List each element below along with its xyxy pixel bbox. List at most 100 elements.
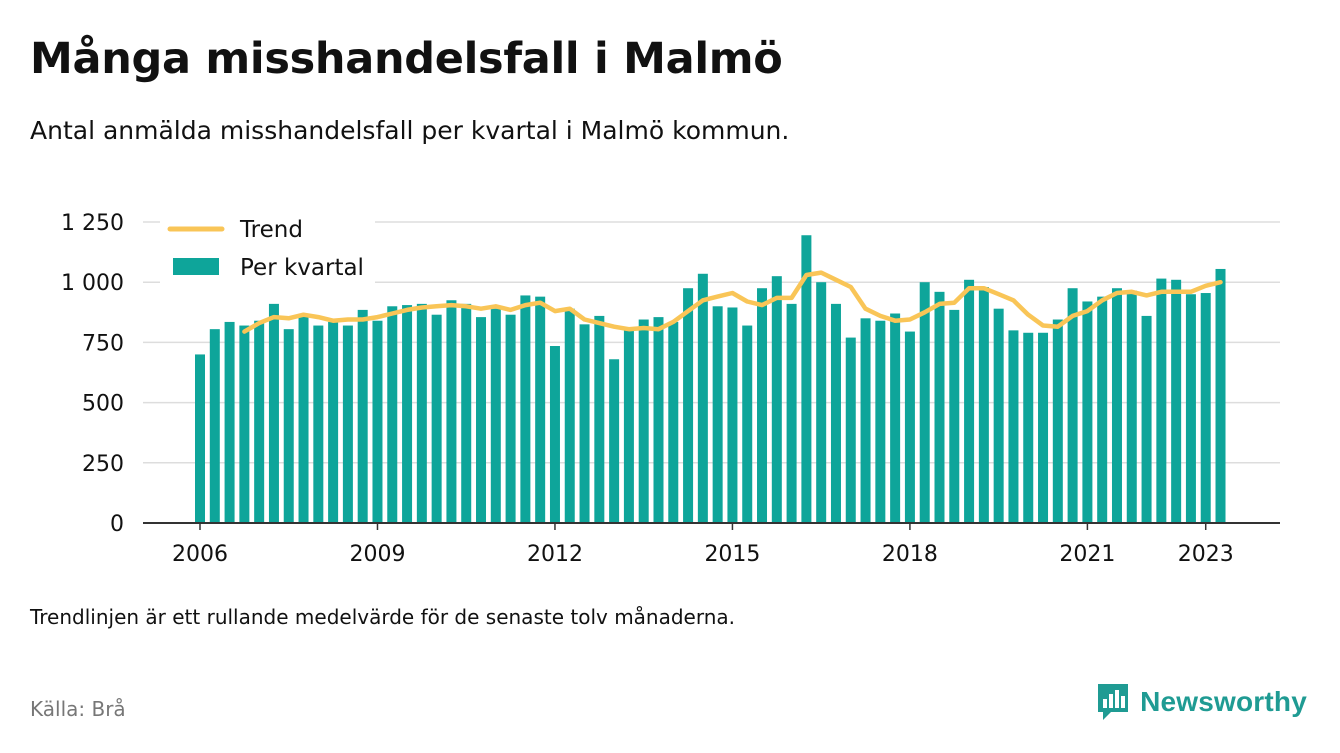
bar — [268, 303, 279, 523]
bar — [594, 315, 605, 523]
y-tick-label: 750 — [82, 331, 124, 356]
bar — [446, 300, 457, 523]
bar — [653, 317, 664, 523]
bar — [697, 273, 708, 523]
bar — [712, 306, 723, 523]
bar — [1038, 332, 1049, 523]
bar — [1067, 288, 1078, 523]
bar — [1111, 288, 1122, 523]
bar — [372, 320, 383, 523]
trend-line-layer — [242, 270, 1223, 334]
legend: Trend Per kvartal — [160, 213, 375, 285]
bar — [904, 331, 915, 523]
legend-swatch-bars — [173, 258, 219, 275]
x-axis-ticks: 2006 2009 2012 2015 2018 2021 2023 — [172, 523, 1234, 567]
legend-label-trend: Trend — [239, 217, 303, 243]
bar — [1126, 290, 1137, 523]
x-tick-label: 2023 — [1178, 542, 1234, 567]
x-tick-label: 2006 — [172, 542, 228, 567]
bar — [830, 303, 841, 523]
bar — [668, 321, 679, 523]
bar — [1082, 301, 1093, 523]
bar — [209, 329, 220, 523]
bar — [993, 308, 1004, 523]
bar — [402, 305, 413, 523]
chart-subtitle: Antal anmälda misshandelsfall per kvarta… — [30, 116, 790, 145]
bar — [845, 337, 856, 523]
bar — [816, 282, 827, 523]
bar — [490, 308, 501, 523]
bar — [919, 282, 930, 523]
bar — [1200, 293, 1211, 523]
bar — [416, 303, 427, 523]
bar — [786, 303, 797, 523]
x-tick-label: 2015 — [704, 542, 760, 567]
y-tick-label: 0 — [110, 512, 124, 537]
bar-chart: 0 250 500 750 1 000 1 250 2006 2009 2012 2015 201… — [61, 211, 1280, 567]
y-tick-label: 250 — [82, 452, 124, 477]
bar — [431, 314, 442, 523]
bar — [727, 307, 738, 523]
bar — [476, 317, 487, 523]
x-tick-label: 2012 — [527, 542, 583, 567]
brand-logo: Newsworthy — [1096, 680, 1307, 724]
trend-line — [242, 270, 1223, 334]
bar — [890, 313, 901, 523]
bar — [964, 279, 975, 523]
bar — [505, 314, 516, 523]
bar — [949, 309, 960, 523]
bar — [387, 306, 398, 523]
bars — [195, 235, 1226, 523]
bar — [313, 325, 324, 523]
bar — [934, 291, 945, 523]
bar — [1215, 268, 1226, 523]
bar — [298, 315, 309, 523]
bar — [520, 295, 531, 523]
footnote: Trendlinjen är ett rullande medelvärde f… — [30, 605, 736, 629]
bar — [757, 288, 768, 523]
y-tick-label: 1 000 — [61, 271, 124, 296]
bar — [342, 325, 353, 523]
bar — [1052, 319, 1063, 523]
bar — [978, 287, 989, 523]
bar — [1156, 278, 1167, 523]
bar — [579, 324, 590, 523]
bar — [801, 235, 812, 523]
bar — [771, 276, 782, 523]
bar — [1097, 296, 1108, 523]
bar — [1141, 315, 1152, 523]
bar — [683, 288, 694, 523]
x-tick-label: 2021 — [1059, 542, 1115, 567]
x-tick-label: 2009 — [349, 542, 405, 567]
bar — [609, 359, 620, 523]
bar — [357, 309, 368, 523]
bar — [461, 303, 472, 523]
bar — [638, 319, 649, 523]
bar — [195, 354, 205, 523]
bar — [564, 308, 575, 523]
bar — [860, 318, 871, 523]
bar — [549, 346, 560, 523]
y-axis-ticks: 0 250 500 750 1 000 1 250 — [61, 211, 124, 537]
bar — [742, 325, 753, 523]
bar — [283, 329, 294, 523]
bar — [239, 325, 250, 523]
source-label: Källa: Brå — [30, 697, 126, 721]
brand-name: Newsworthy — [1140, 686, 1307, 717]
bar — [875, 320, 886, 523]
y-tick-label: 1 250 — [61, 211, 124, 236]
bar — [328, 321, 339, 523]
newsworthy-logo-icon — [1098, 684, 1129, 720]
bar — [224, 321, 235, 523]
bar — [1171, 279, 1182, 523]
bar — [623, 327, 634, 523]
bar — [1008, 330, 1019, 523]
x-tick-label: 2018 — [882, 542, 938, 567]
bar — [1023, 332, 1034, 523]
bar — [1185, 294, 1196, 523]
chart-title: Många misshandelsfall i Malmö — [30, 34, 783, 84]
bar — [535, 296, 546, 523]
bar — [254, 320, 265, 523]
legend-label-bars: Per kvartal — [240, 255, 364, 281]
y-tick-label: 500 — [82, 392, 124, 417]
